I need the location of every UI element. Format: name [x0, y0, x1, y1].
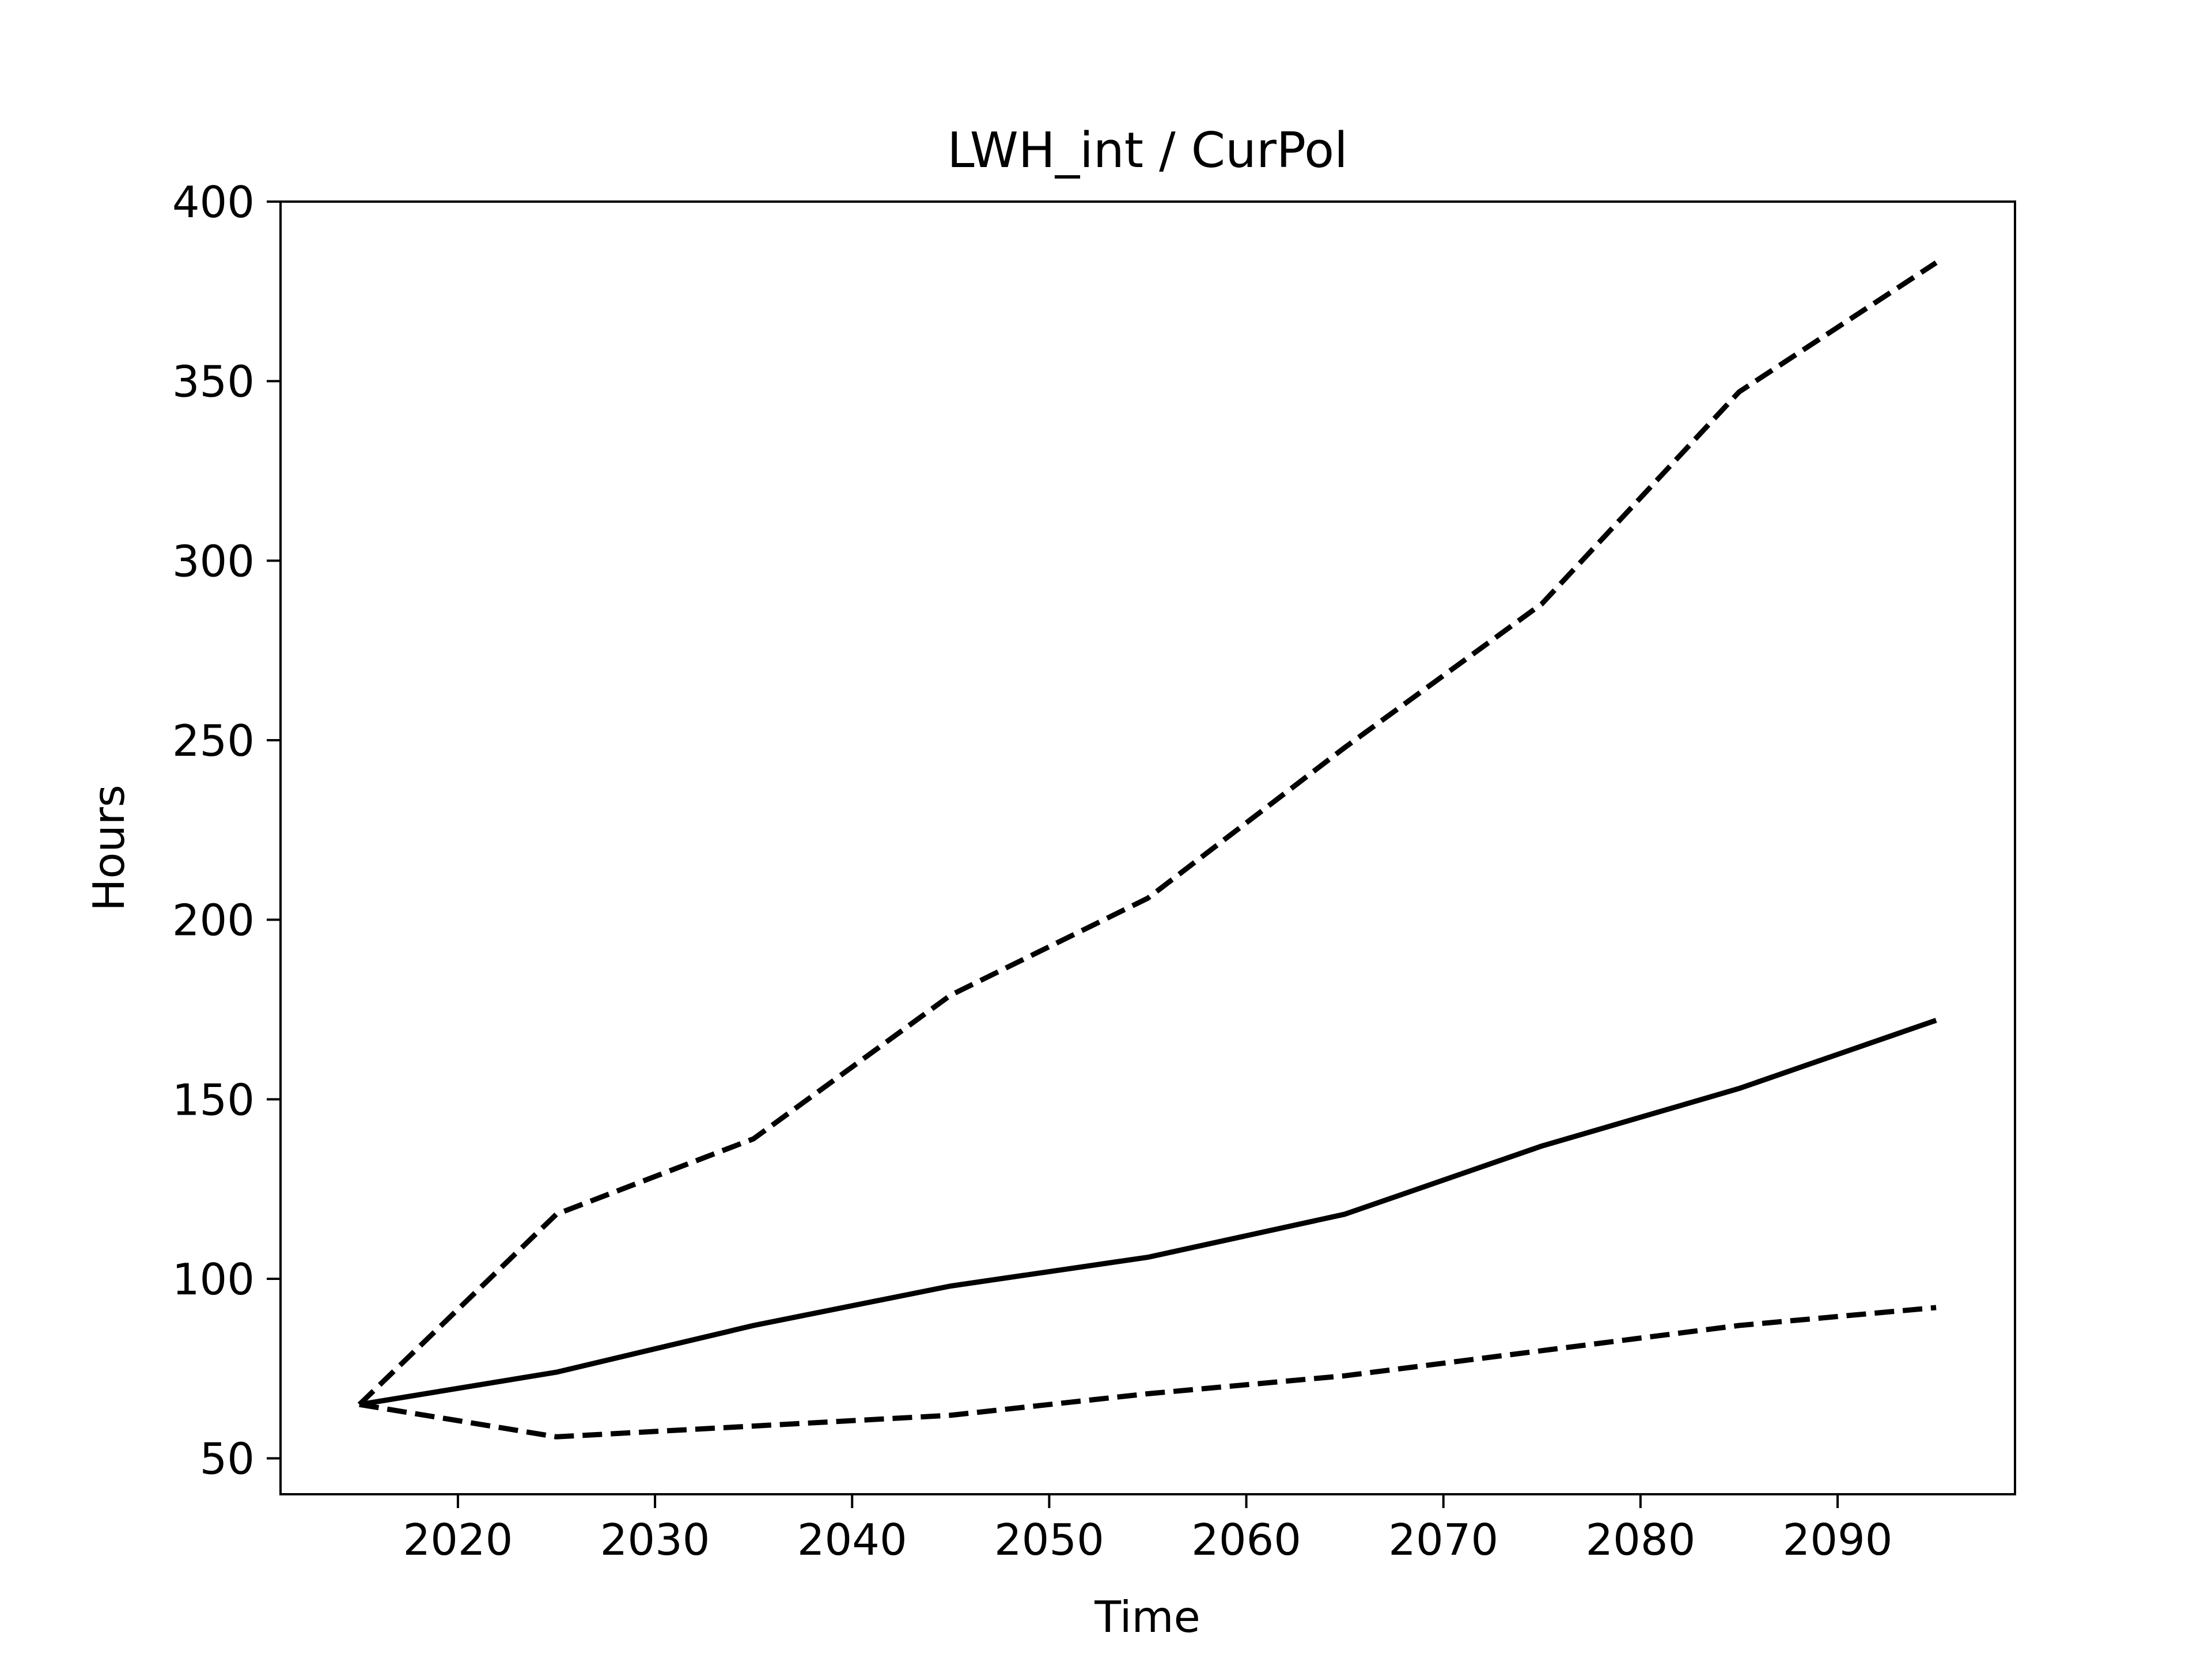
y-tick-label: 150 [172, 1074, 255, 1125]
y-tick-label: 50 [200, 1434, 255, 1484]
x-tick-label: 2050 [994, 1514, 1104, 1565]
y-axis-label: Hours [84, 785, 134, 911]
series-line-3 [359, 1305, 1937, 1440]
y-axis: 50 100 150 200 250 300 350 400 [172, 177, 281, 1484]
x-tick-label: 2080 [1585, 1514, 1695, 1565]
x-tick-label: 2070 [1388, 1514, 1498, 1565]
x-tick-label: 2020 [403, 1514, 513, 1565]
x-tick-label: 2060 [1191, 1514, 1301, 1565]
series-line-1 [359, 1017, 1937, 1407]
y-tick-label: 350 [172, 357, 255, 407]
y-tick-label: 300 [172, 536, 255, 586]
series-line-2 [357, 260, 1938, 1407]
y-tick-label: 250 [172, 715, 255, 766]
plot-area: 2020 2030 2040 2050 2060 2070 2080 2090 50 100 15… [172, 177, 2016, 1565]
y-tick-label: 200 [172, 895, 255, 946]
plot-frame [279, 200, 2016, 1495]
x-axis: 2020 2030 2040 2050 2060 2070 2080 2090 [403, 1494, 1893, 1565]
x-axis-label: Time [1094, 1592, 1200, 1642]
series-layer [357, 260, 1938, 1440]
y-tick-label: 400 [172, 177, 255, 228]
x-tick-label: 2030 [600, 1514, 710, 1565]
chart-title: LWH_int / CurPol [947, 122, 1348, 179]
y-tick-label: 100 [172, 1254, 255, 1305]
x-tick-label: 2040 [797, 1514, 907, 1565]
x-tick-label: 2090 [1783, 1514, 1893, 1565]
